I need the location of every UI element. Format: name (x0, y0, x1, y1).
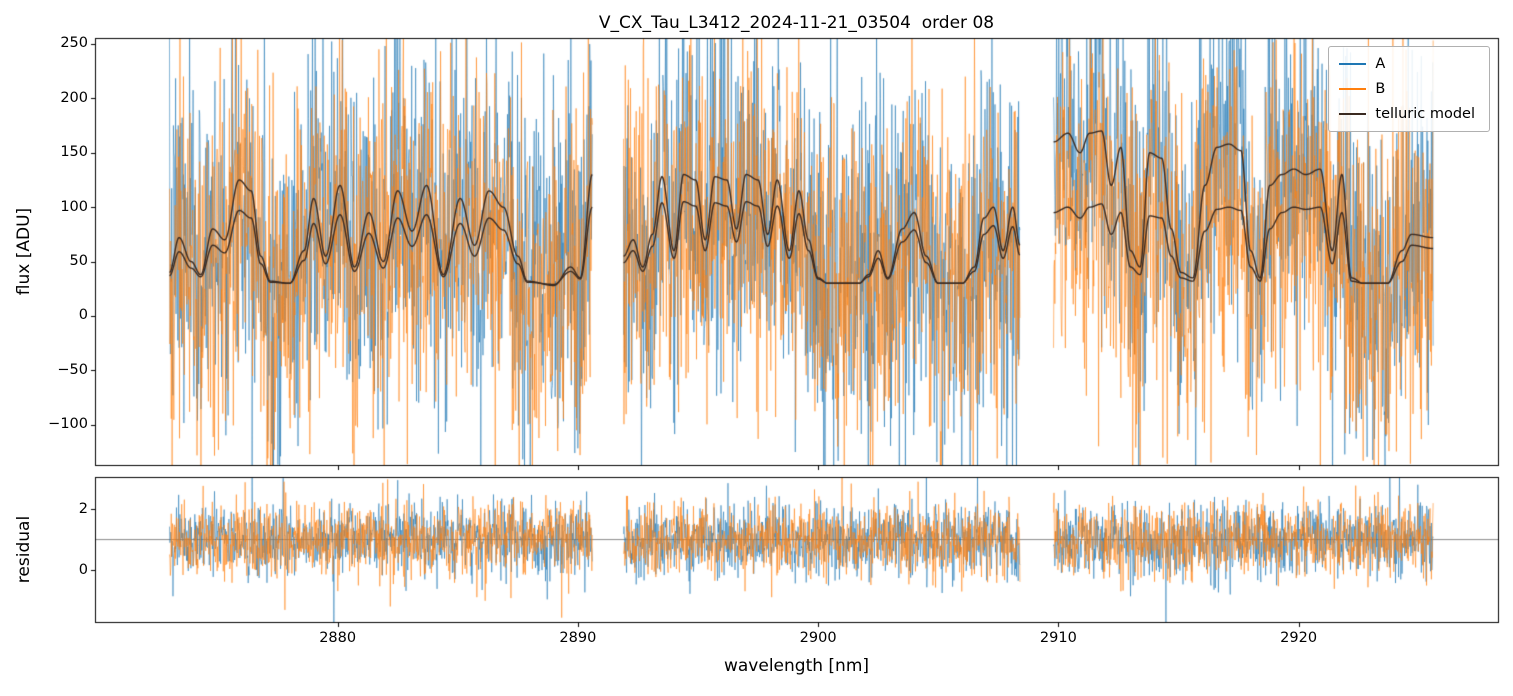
x-tick-label: 2890 (559, 630, 597, 646)
y-tick-label-flux: 150 (60, 144, 88, 161)
y-tick-label-flux: 200 (60, 89, 88, 106)
legend-line-swatch (1339, 113, 1367, 115)
chart-title: V_CX_Tau_L3412_2024-11-21_03504 order 08 (598, 13, 995, 33)
y-tick-label-flux: 250 (60, 35, 88, 52)
legend-label: B (1375, 81, 1386, 97)
legend-line-swatch (1339, 88, 1367, 90)
legend-entry-telluric-model: telluric model (1339, 106, 1475, 122)
y-tick-label-flux: 0 (78, 307, 88, 324)
y-tick-label-flux: 50 (69, 253, 88, 270)
x-tick-label: 2910 (1039, 630, 1077, 646)
legend-label: telluric model (1375, 106, 1475, 122)
x-tick-label: 2900 (799, 630, 837, 646)
y-tick-label-residual: 2 (78, 500, 88, 517)
legend-label: A (1375, 56, 1386, 72)
x-tick-label: 2880 (319, 630, 357, 646)
x-tick-label: 2920 (1280, 630, 1318, 646)
y-tick-label-flux: 100 (60, 198, 88, 215)
legend-entry-b: B (1339, 81, 1475, 97)
y-tick-label-flux: −100 (48, 416, 88, 433)
legend-entry-a: A (1339, 56, 1475, 72)
y-tick-label-residual: 0 (78, 561, 88, 578)
x-axis-label: wavelength [nm] (723, 656, 870, 676)
y-tick-label-flux: −50 (57, 361, 88, 378)
legend-line-swatch (1339, 63, 1367, 65)
